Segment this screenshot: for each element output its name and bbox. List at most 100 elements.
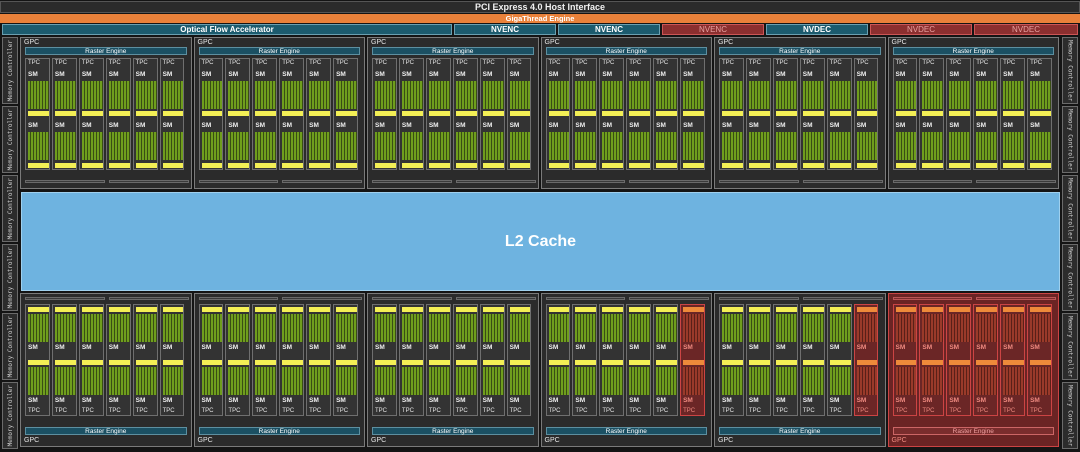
tpc-label: TPC	[201, 408, 214, 414]
tpc-top-2-2: TPC SM SM	[425, 58, 451, 170]
gpc-divider	[976, 297, 1056, 300]
sm-cores	[802, 314, 824, 342]
sm-label: SM	[748, 344, 759, 351]
memory-controller-left-4: Memory Controller	[2, 313, 18, 380]
sm-cache	[722, 111, 743, 116]
tpc-top-0-5: TPC SM SM	[159, 58, 185, 170]
gpc-divider	[545, 180, 626, 183]
tpc-label: TPC	[1030, 60, 1043, 66]
tpc-label: TPC	[829, 60, 842, 66]
tpc-label: TPC	[722, 408, 734, 414]
sm-cache	[54, 163, 76, 168]
sm-cache	[455, 307, 477, 312]
tpc-label: TPC	[309, 408, 322, 414]
sm-label: SM	[976, 397, 986, 404]
sm-cores	[895, 81, 917, 109]
sm-cores	[548, 314, 570, 342]
sm-cache	[775, 307, 797, 312]
tpc-top-0-0: TPC SM SM	[25, 58, 50, 170]
sm-cores	[201, 81, 223, 109]
sm-label: SM	[28, 71, 38, 78]
sm-cache	[629, 307, 651, 312]
tpc-bottom-5-3: SM SM TPC	[973, 304, 999, 416]
sm-cores	[775, 314, 797, 342]
tpc-top-1-1: TPC SM SM	[225, 58, 251, 170]
tpc-top-2-3: TPC SM SM	[452, 58, 478, 170]
tpc-top-0-4: TPC SM SM	[132, 58, 158, 170]
sm-label: SM	[775, 344, 786, 351]
tpc-label: TPC	[656, 60, 669, 66]
sm-cores	[228, 314, 250, 342]
sm-label: SM	[375, 122, 385, 129]
sm-cache	[922, 111, 944, 116]
sm-cache	[482, 111, 504, 116]
sm-cache	[201, 163, 223, 168]
raster-engine: Raster Engine	[719, 47, 881, 55]
tpc-top-5-1: TPC SM SM	[919, 58, 945, 170]
sm-cores	[629, 81, 651, 109]
sm-label: SM	[482, 122, 493, 129]
gpc-label: GPC	[371, 437, 387, 444]
sm-cache	[201, 307, 223, 312]
sm-cache	[976, 163, 998, 168]
sm-cache	[1030, 360, 1051, 365]
tpc-top-2-1: TPC SM SM	[398, 58, 424, 170]
sm-label: SM	[922, 71, 933, 78]
sm-cores	[683, 81, 704, 109]
sm-label: SM	[683, 344, 693, 351]
gpc-divider	[25, 297, 105, 300]
gpc-top-2: GPC Raster Engine TPC SM SM TPC SM SM TPC SM SM TPC…	[367, 37, 539, 189]
sm-cores	[28, 81, 49, 109]
sm-cache	[1003, 307, 1025, 312]
sm-label: SM	[1003, 71, 1013, 78]
sm-label: SM	[81, 71, 92, 78]
sm-label: SM	[28, 397, 38, 404]
l2-cache: L2 Cache	[21, 192, 1060, 291]
sm-label: SM	[575, 122, 586, 129]
sm-label: SM	[162, 344, 173, 351]
tpc-label: TPC	[976, 408, 989, 414]
tpc-label: TPC	[428, 60, 441, 66]
sm-label: SM	[135, 71, 146, 78]
sm-cores	[775, 367, 797, 395]
sm-cores	[976, 367, 998, 395]
tpc-top-3-2: TPC SM SM	[599, 58, 625, 170]
sm-cache	[255, 307, 277, 312]
sm-label: SM	[976, 344, 986, 351]
sm-cores	[54, 81, 76, 109]
sm-cache	[1030, 111, 1051, 116]
sm-cores	[656, 314, 678, 342]
raster-engine: Raster Engine	[892, 427, 1054, 435]
sm-cores	[922, 81, 944, 109]
tpc-bottom-1-5: SM SM TPC	[333, 304, 358, 416]
sm-label: SM	[28, 344, 38, 351]
tpc-top-4-3: TPC SM SM	[799, 58, 825, 170]
sm-cores	[775, 81, 797, 109]
sm-cache	[656, 307, 678, 312]
tpc-bottom-5-1: SM SM TPC	[919, 304, 945, 416]
sm-label: SM	[309, 71, 319, 78]
sm-label: SM	[575, 71, 586, 78]
tpc-top-1-0: TPC SM SM	[198, 58, 224, 170]
sm-label: SM	[201, 344, 212, 351]
sm-cache	[976, 307, 998, 312]
tpc-label: TPC	[81, 408, 94, 414]
sm-cache	[629, 360, 651, 365]
tpc-top-2-5: TPC SM SM	[506, 58, 532, 170]
gpc-top-4: GPC Raster Engine TPC SM SM TPC SM SM TPC SM SM TPC…	[714, 37, 886, 189]
sm-cores	[309, 314, 331, 342]
tpc-bottom-2-0: SM SM TPC	[372, 304, 397, 416]
tpc-bottom-3-5: SM SM TPC	[680, 304, 705, 416]
sm-cores	[509, 367, 531, 395]
sm-label: SM	[629, 71, 639, 78]
tpc-bottom-5-2: SM SM TPC	[946, 304, 972, 416]
nvdec-engine-5: NVDEC	[870, 24, 972, 35]
sm-cores	[748, 314, 770, 342]
sm-cores	[81, 81, 103, 109]
sm-label: SM	[1003, 344, 1013, 351]
memory-controller-left-2: Memory Controller	[2, 175, 18, 242]
memory-controller-right-2: Memory Controller	[1062, 175, 1078, 242]
sm-label: SM	[895, 71, 906, 78]
sm-label: SM	[548, 71, 559, 78]
sm-label: SM	[509, 122, 520, 129]
